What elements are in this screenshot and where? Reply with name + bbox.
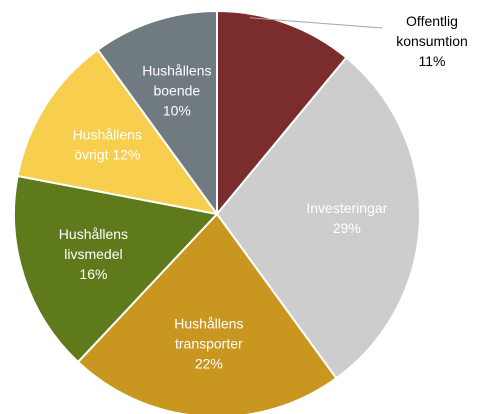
slice-label-5: Hushållens boende 10% <box>142 62 211 118</box>
slice-label-1: Investeringar 29% <box>306 200 387 236</box>
slice-label-4: Hushållens övrigt 12% <box>73 126 142 162</box>
pie-slice-3 <box>13 174 219 364</box>
pie-slice-1 <box>215 56 421 380</box>
slice-label-3-line-2: 16% <box>79 266 107 282</box>
slice-label-0-line-0: Offentlig <box>406 13 458 29</box>
slice-label-0-line-2: 11% <box>419 53 446 69</box>
slice-label-5-line-0: Hushållens <box>142 62 211 78</box>
slice-label-3: Hushållens livsmedel 16% <box>59 226 128 282</box>
slice-label-1-line-1: 29% <box>333 220 361 236</box>
slice-label-3-line-0: Hushållens <box>59 226 128 242</box>
slice-label-1-line-0: Investeringar <box>306 200 387 216</box>
slice-label-5-line-2: 10% <box>163 102 191 118</box>
pie-slice-2 <box>76 212 338 414</box>
slice-label-5-line-1: boende <box>153 82 200 98</box>
slice-label-0-line-1: konsumtion <box>396 33 468 49</box>
callout-leader-line <box>249 17 383 29</box>
pie-slice-0 <box>216 9 348 217</box>
slice-label-4-line-0: Hushållens <box>73 126 142 142</box>
slice-label-3-line-1: livsmedel <box>64 246 122 262</box>
slice-label-2-line-0: Hushållens <box>174 316 243 332</box>
pie-slice-5 <box>96 9 218 218</box>
slice-label-0: Offentlig konsumtion 11% <box>396 13 468 69</box>
slice-label-2-line-1: transporter <box>175 336 243 352</box>
pie-slice-4 <box>16 48 220 216</box>
slice-label-4-line-1: övrigt 12% <box>74 146 140 162</box>
slice-label-2-line-2: 22% <box>195 356 223 372</box>
slice-label-2: Hushållens transporter 22% <box>174 316 243 372</box>
